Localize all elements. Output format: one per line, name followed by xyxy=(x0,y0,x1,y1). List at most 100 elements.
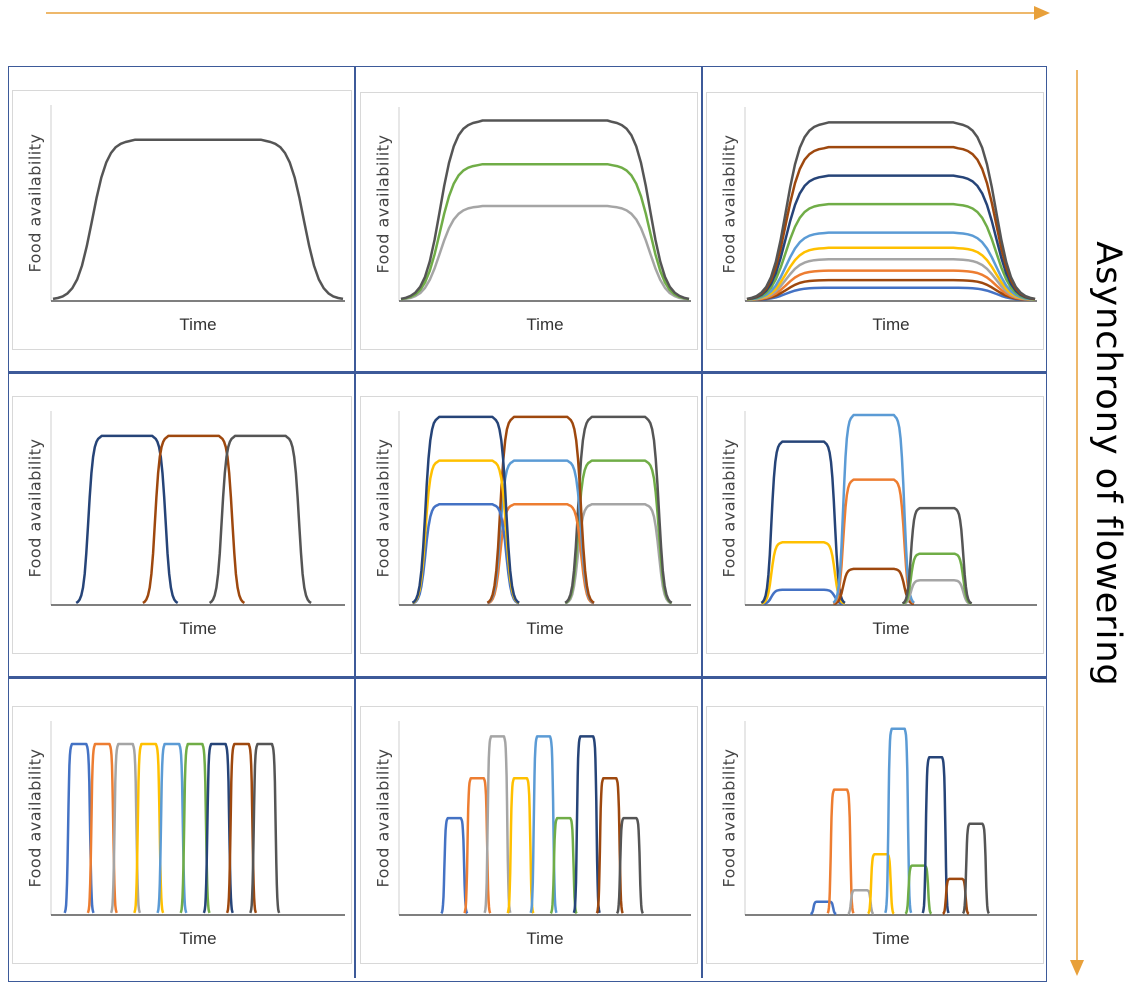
availability-curve xyxy=(400,204,690,301)
availability-curve xyxy=(746,246,1036,301)
availability-curve xyxy=(109,742,142,914)
availability-curve xyxy=(746,286,1036,302)
availability-curve xyxy=(902,552,973,605)
availability-curve xyxy=(595,776,624,914)
y-axis-label: Food availability xyxy=(719,748,739,888)
x-axis-label: Time xyxy=(179,929,217,948)
y-axis-label: Food availability xyxy=(719,134,739,274)
availability-curve xyxy=(564,503,673,605)
availability-curve xyxy=(52,138,344,301)
availability-curve xyxy=(615,816,644,915)
availability-curve xyxy=(133,742,165,914)
availability-curve xyxy=(826,788,855,914)
availability-curve xyxy=(411,459,520,605)
y-axis-label: Food availability xyxy=(25,748,45,888)
y-axis-label: Food availability xyxy=(373,134,393,274)
x-axis-label: Time xyxy=(179,315,217,334)
availability-curve xyxy=(529,735,558,914)
grid-row-divider xyxy=(8,371,1047,374)
chart-plot xyxy=(50,411,345,606)
y-axis-label: Food availability xyxy=(373,748,393,888)
availability-curve xyxy=(846,889,875,916)
chart-plot xyxy=(744,411,1037,606)
x-axis-label: Time xyxy=(526,619,564,638)
chart-panel: Food availability Time xyxy=(360,706,698,964)
availability-curve xyxy=(440,816,469,915)
availability-curve xyxy=(86,742,118,914)
availability-curve xyxy=(506,776,535,914)
availability-curve xyxy=(63,742,95,914)
availability-curve xyxy=(746,257,1036,301)
chart-panel: Food availability Time xyxy=(360,92,698,350)
y-axis-label: Food availability xyxy=(719,438,739,578)
chart-panel: Food availability Time xyxy=(706,396,1044,654)
availability-curve xyxy=(884,727,913,914)
availability-curve xyxy=(832,478,915,605)
chart-plot xyxy=(398,411,691,606)
x-axis-label: Time xyxy=(179,619,217,638)
availability-curve xyxy=(549,816,578,915)
chart-plot xyxy=(744,721,1037,916)
availability-curve xyxy=(901,506,973,605)
availability-curve xyxy=(400,119,690,301)
chart-plot xyxy=(398,107,691,302)
chart-plot xyxy=(744,107,1037,302)
y-axis-label: Food availability xyxy=(373,438,393,578)
availability-curve xyxy=(75,434,179,604)
right-arrow xyxy=(1070,70,1084,976)
availability-curve xyxy=(961,822,990,915)
availability-curve xyxy=(202,742,234,914)
availability-curve xyxy=(411,415,520,604)
chart-panel: Food availability Time xyxy=(12,90,352,350)
availability-curve xyxy=(809,900,838,916)
y-axis-label: Food availability xyxy=(25,133,45,273)
availability-curve xyxy=(746,231,1036,301)
availability-curve xyxy=(942,877,970,915)
availability-curve xyxy=(564,415,673,604)
availability-curve xyxy=(833,567,915,606)
availability-curve xyxy=(483,735,512,914)
x-axis-label: Time xyxy=(872,619,910,638)
availability-curve xyxy=(832,413,915,604)
grid-column-divider xyxy=(354,66,356,978)
availability-curve xyxy=(902,579,972,606)
availability-curve xyxy=(249,742,281,914)
x-axis-label: Time xyxy=(526,929,564,948)
availability-curve xyxy=(225,742,258,914)
availability-curve xyxy=(867,852,895,915)
availability-curve xyxy=(904,864,933,915)
chart-panel: Food availability Time xyxy=(706,706,1044,964)
availability-curve xyxy=(746,174,1036,301)
availability-curve xyxy=(179,742,211,914)
availability-curve xyxy=(761,588,845,606)
availability-curve xyxy=(564,459,673,605)
chart-panel: Food availability Time xyxy=(360,396,698,654)
availability-curve xyxy=(760,440,846,604)
x-axis-label: Time xyxy=(526,315,564,334)
top-arrow xyxy=(46,6,1050,20)
availability-curve xyxy=(746,121,1036,301)
availability-curve xyxy=(463,776,492,914)
chart-plot xyxy=(398,721,691,916)
availability-curve xyxy=(746,269,1036,302)
availability-curve xyxy=(921,756,950,914)
availability-curve xyxy=(761,541,846,605)
chart-panel: Food availability Time xyxy=(706,92,1044,350)
chart-plot xyxy=(50,105,345,302)
availability-curve xyxy=(746,145,1036,301)
availability-curve xyxy=(746,202,1036,301)
availability-curve xyxy=(486,415,595,604)
x-axis-label: Time xyxy=(872,315,910,334)
availability-curve xyxy=(412,503,520,605)
availability-curve xyxy=(400,162,690,301)
availability-curve xyxy=(572,735,601,914)
availability-curve xyxy=(208,434,312,604)
availability-curve xyxy=(142,434,246,604)
chart-panel: Food availability Time xyxy=(12,706,352,964)
chart-plot xyxy=(50,721,345,916)
y-axis-label: Food availability xyxy=(25,438,45,578)
x-axis-label: Time xyxy=(872,929,910,948)
grid-row-divider xyxy=(8,676,1047,679)
availability-curve xyxy=(156,742,188,914)
